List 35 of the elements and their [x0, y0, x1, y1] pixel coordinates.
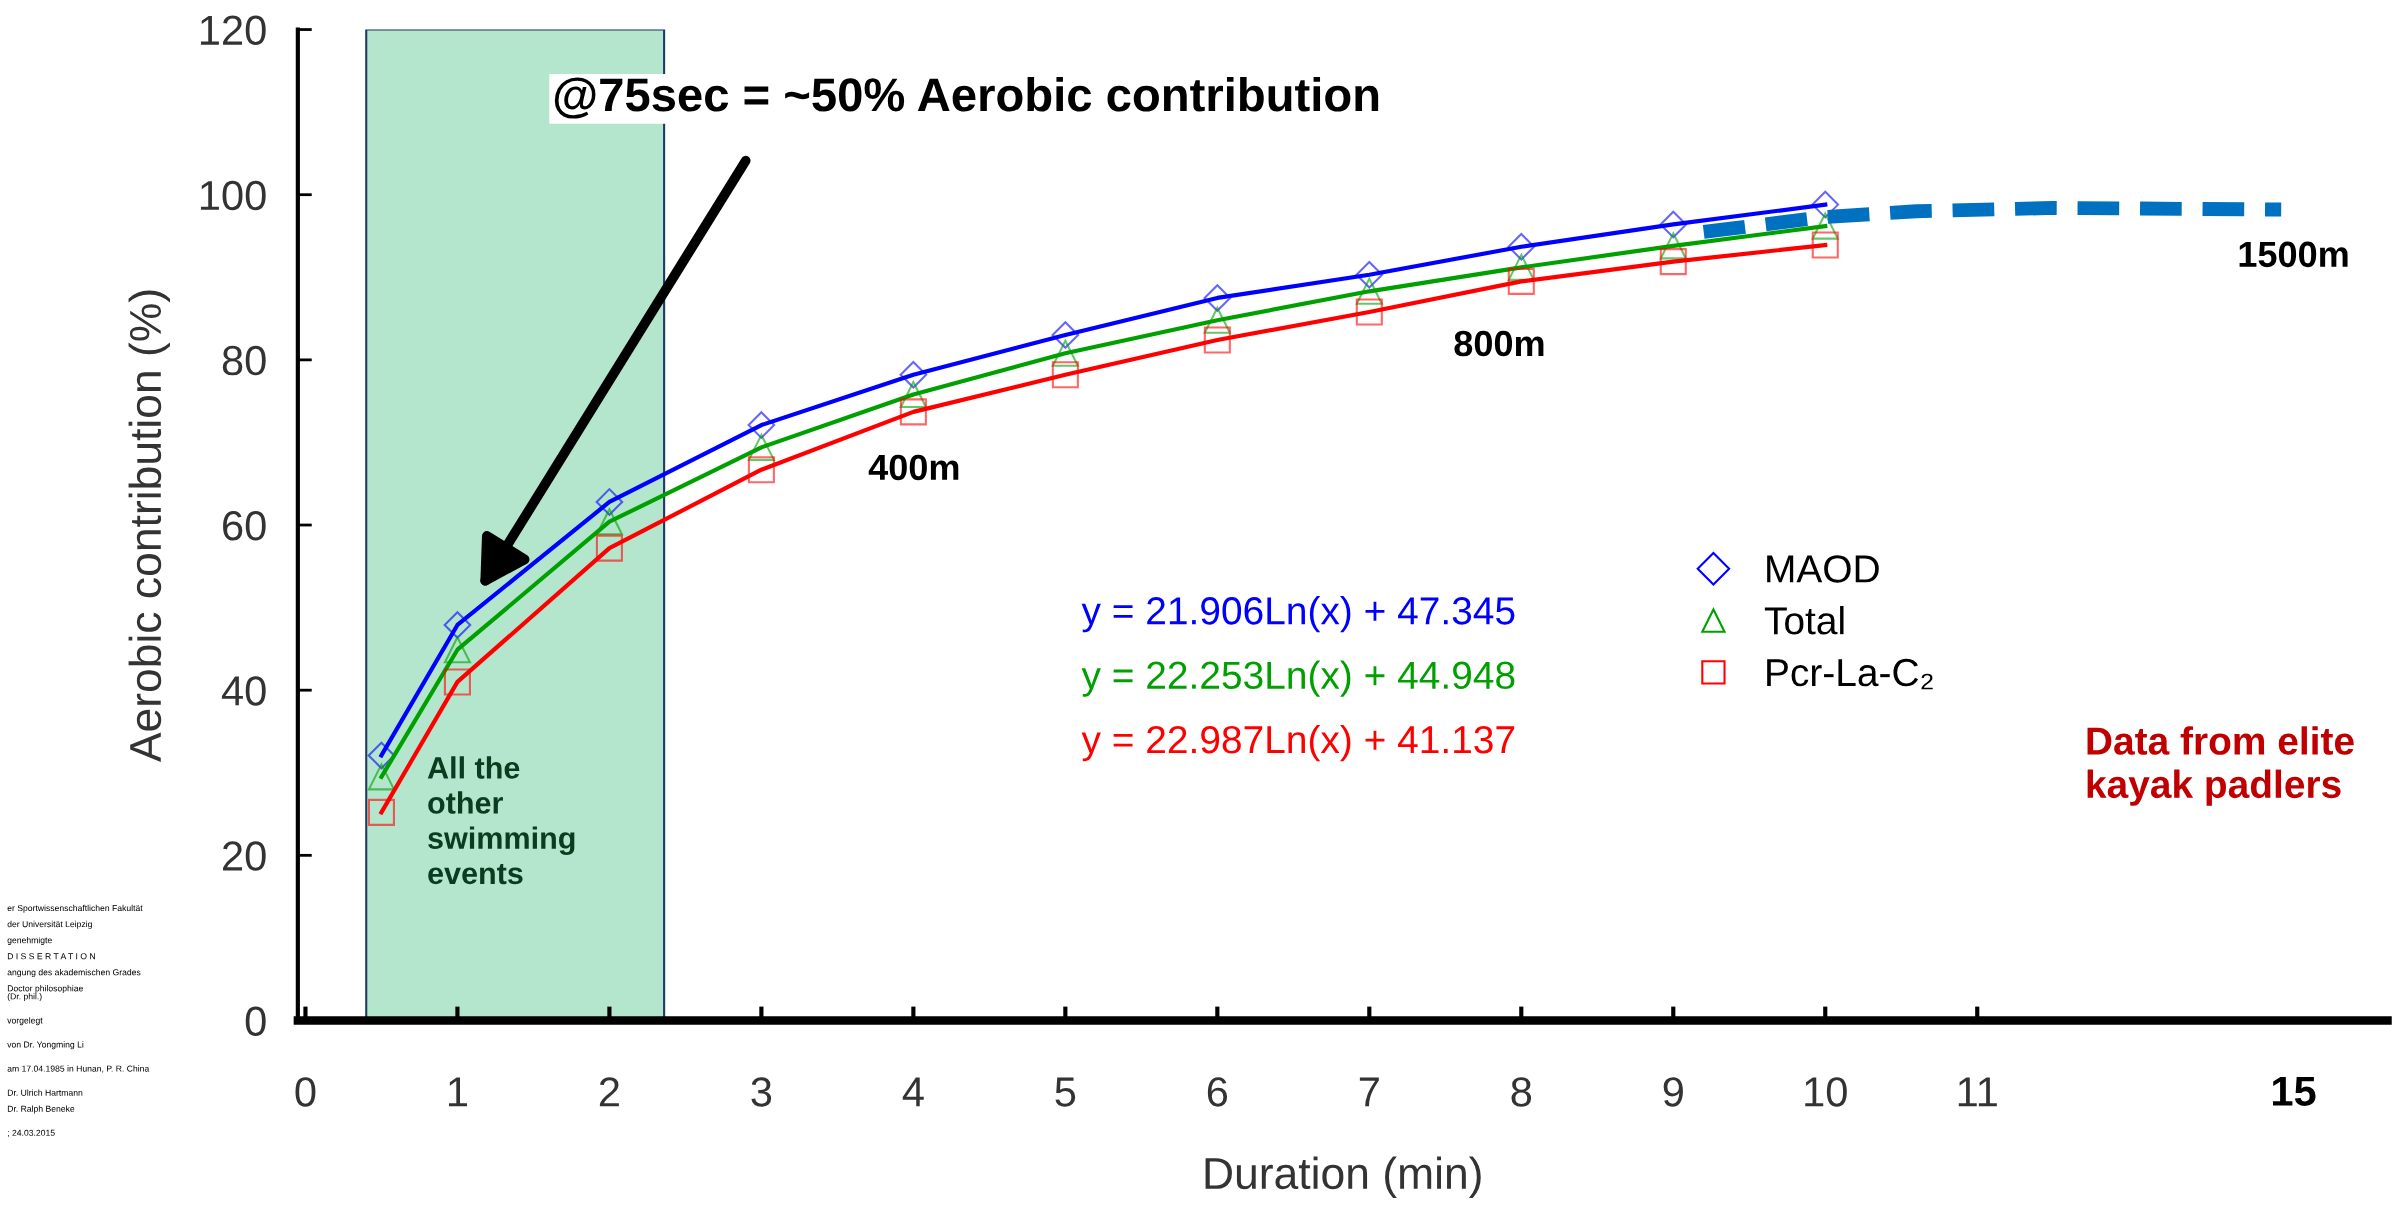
band-label: All the other swimming events: [427, 756, 575, 885]
x-tick-label: 11: [1958, 1077, 1997, 1107]
y-tick-label: 40: [221, 676, 266, 706]
y-tick-label: 80: [222, 345, 266, 376]
x-tick-label: 5: [1055, 1077, 1076, 1107]
y-tick-label: 20: [223, 841, 266, 871]
legend-label: MAOD: [1767, 555, 1879, 583]
annotation: y = 22.253Ln(x) + 44.948: [1081, 660, 1515, 697]
x-tick-label: 7: [1359, 1077, 1379, 1107]
x-tick-label: 10: [1805, 1077, 1847, 1107]
y-tick-label: 120: [200, 15, 266, 46]
x-tick-label: 4: [902, 1077, 924, 1107]
y-tick-label: 0: [245, 1006, 266, 1037]
x-tick-label: 9: [1663, 1077, 1683, 1107]
legend-label: Total: [1764, 605, 1844, 635]
annotation: 800m: [1454, 330, 1544, 357]
x-axis-title: Duration (min): [1205, 1156, 1481, 1198]
x-tick-label: 2: [599, 1077, 619, 1107]
text: 15: [2273, 1076, 2316, 1107]
annotation: @75sec = ~50% Aerobic contribution: [554, 76, 1379, 119]
x-tick-label: 3: [751, 1077, 772, 1107]
legend-label: Pcr-La-C₂: [1767, 658, 1933, 690]
y-axis-title: Aerobic contribution (%): [128, 290, 170, 763]
y-tick-label: 100: [200, 180, 266, 211]
x-tick-label: 0: [295, 1077, 316, 1107]
annotation: y = 21.906Ln(x) + 47.345: [1081, 596, 1515, 633]
text: er Sportwissenschaftlichen Fakultät der Universität Leipzig genehmigte D I S S E R T A T I O N angung des akademischen Grades Doctor philosophiae (Dr. phil.) vorgelegt von Dr. Yongming Li am 17.04.1985 in Hunan, P. R. China Dr. Ulrich Hartmann Dr. Ralph Beneke ; 24.03.2015: [7, 904, 150, 1137]
y-tick-label: 60: [223, 511, 266, 541]
x-tick-label: 6: [1207, 1077, 1228, 1107]
x-tick-label: 8: [1511, 1077, 1532, 1107]
annotation: 1500m: [2239, 241, 2348, 268]
annotation: y = 22.987Ln(x) + 41.137: [1081, 724, 1515, 762]
x-tick-label: 1: [449, 1077, 467, 1107]
annotation: Data from elite kayak padlers: [2087, 726, 2354, 806]
annotation: 400m: [868, 454, 959, 481]
